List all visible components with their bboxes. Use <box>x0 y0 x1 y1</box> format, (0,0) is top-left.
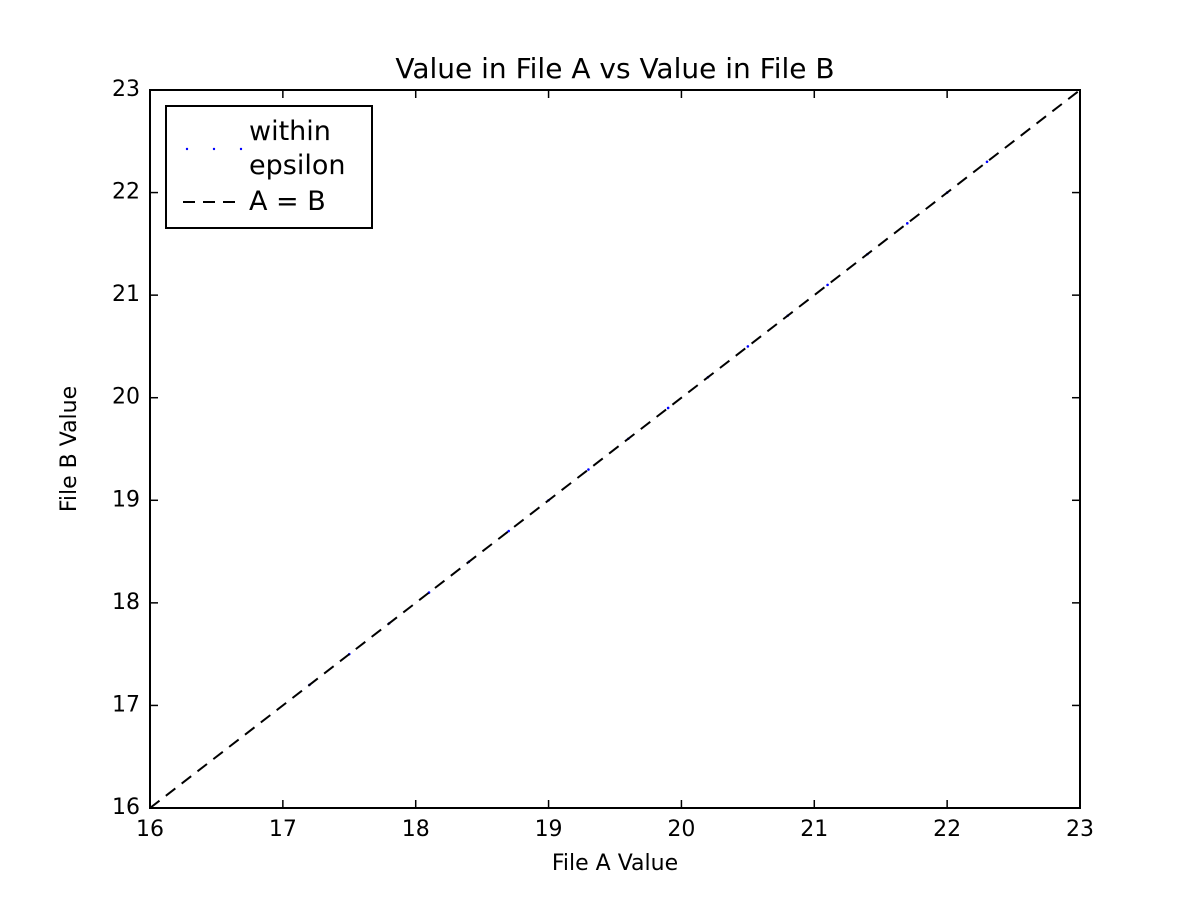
plot-frame <box>149 89 1081 809</box>
x-tick-label: 18 <box>402 817 430 842</box>
legend-marker <box>239 147 243 151</box>
x-tick-label: 19 <box>535 817 563 842</box>
y-tick-label: 19 <box>112 487 140 512</box>
y-tick-label: 21 <box>112 282 140 307</box>
x-tick-label: 21 <box>800 817 828 842</box>
point <box>666 406 670 410</box>
y-tick-label: 17 <box>112 692 140 717</box>
legend-label: A = B <box>249 186 326 217</box>
legend-marker <box>212 147 216 151</box>
y-tick-label: 18 <box>112 590 140 615</box>
line <box>149 89 1081 809</box>
y-tick-label: 22 <box>112 180 140 205</box>
point <box>985 160 989 164</box>
legend-label: within epsilon <box>249 116 346 181</box>
chart-title: Value in File A vs Value in File B <box>395 52 834 85</box>
legend-entry: A = B <box>167 185 371 219</box>
y-tick-label: 16 <box>112 795 140 820</box>
legend-swatch <box>185 147 243 151</box>
legend-entry: within epsilon <box>167 115 371 183</box>
y-tick-label: 20 <box>112 385 140 410</box>
y-axis-label: File B Value <box>57 386 82 512</box>
x-tick-label: 23 <box>1066 817 1094 842</box>
x-tick-label: 20 <box>667 817 695 842</box>
x-tick-label: 16 <box>136 817 164 842</box>
legend-swatch <box>183 201 243 203</box>
x-axis-label: File A Value <box>552 851 678 876</box>
y-tick-label: 23 <box>112 77 140 102</box>
legend-marker <box>185 147 189 151</box>
point <box>746 345 750 348</box>
x-tick-label: 22 <box>933 817 961 842</box>
point <box>587 468 590 471</box>
point <box>826 283 829 287</box>
x-tick-label: 17 <box>269 817 297 842</box>
point <box>507 529 511 533</box>
point <box>905 222 909 225</box>
legend: within epsilon A = B <box>165 105 373 229</box>
